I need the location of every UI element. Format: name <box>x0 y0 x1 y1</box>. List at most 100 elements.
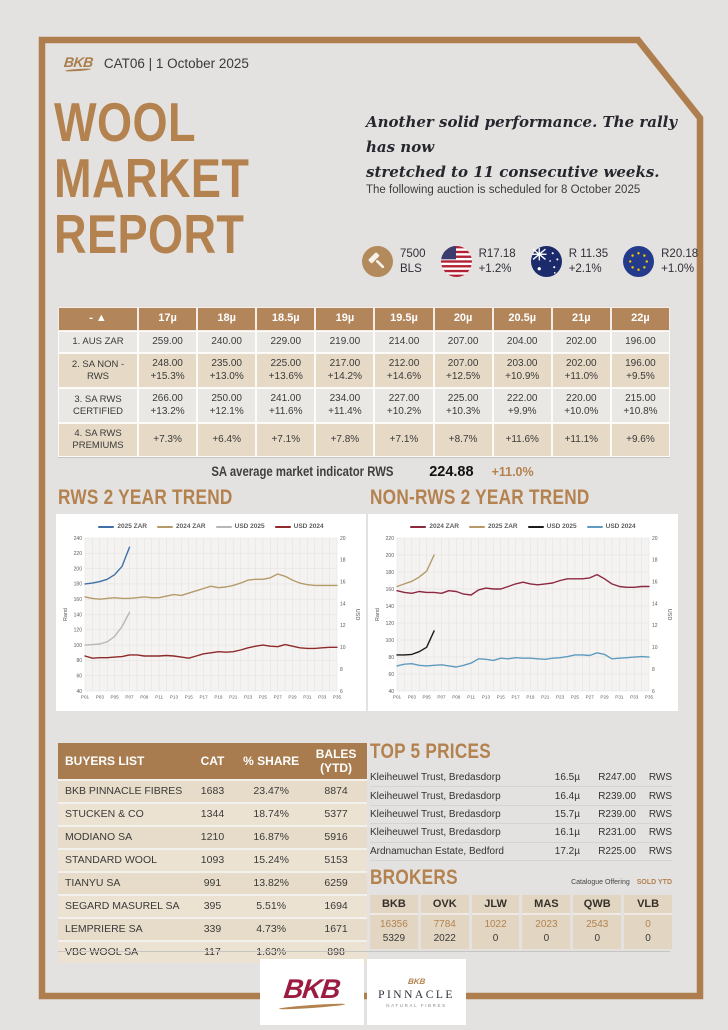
svg-text:P05: P05 <box>111 695 120 700</box>
svg-text:P15: P15 <box>185 695 194 700</box>
eu-flag-icon <box>623 246 655 277</box>
indicator-label: SA average market indicator RWS <box>211 464 394 479</box>
catalogue-date-label: CAT06 | 1 October 2025 <box>103 56 249 71</box>
broker-catalogue-offering: 2022 <box>433 933 456 944</box>
svg-text:P31: P31 <box>615 695 624 700</box>
certification-label: RWS <box>648 845 672 857</box>
price-cell: 225.00 +10.3% <box>433 388 493 424</box>
svg-text:18: 18 <box>340 558 346 564</box>
svg-text:6: 6 <box>652 689 655 695</box>
svg-text:P27: P27 <box>274 695 283 700</box>
micron-price-table: - ▲ 17µ 18µ 18.5µ 19µ 19.5µ 20µ 20.5µ 21µ 22µ 1. A… <box>58 307 670 457</box>
svg-text:80: 80 <box>388 655 394 661</box>
svg-text:100: 100 <box>74 643 83 649</box>
title-line-1: WOOL <box>54 91 196 153</box>
pinnacle-name: PINNACLE <box>378 988 455 1001</box>
svg-text:10: 10 <box>340 645 346 651</box>
rws-chart-legend: 2025 ZAR 2024 ZAR USD 2025 USD 2024 <box>98 520 324 533</box>
aud-rate-change: +2.1% <box>568 262 602 275</box>
certification-label: RWS <box>648 827 672 839</box>
svg-text:140: 140 <box>74 612 83 618</box>
broker-name: BKB <box>370 898 418 915</box>
buyers-list-table: BUYERS LIST CAT % SHARE BALES (YTD) BKB PINN… <box>58 743 367 963</box>
svg-text:80: 80 <box>76 658 82 664</box>
price-value: 214.00 <box>388 335 420 347</box>
buyer-value: 23.47% <box>253 785 289 798</box>
price-value: 229.00 <box>270 335 302 347</box>
price-value: R247.00 <box>598 772 636 784</box>
svg-text:200: 200 <box>74 566 83 572</box>
row-label: 3. SA RWS CERTIFIED <box>58 388 138 424</box>
legend-item: USD 2024 <box>586 523 636 530</box>
legend-item: USD 2025 <box>215 523 265 530</box>
buyer-value: 117 <box>204 946 221 959</box>
brokers-section: BROKERS Catalogue Offering SOLD YTD BKB 1… <box>370 866 672 949</box>
svg-text:8: 8 <box>652 667 655 673</box>
micron-column-header: 19µ <box>315 307 375 331</box>
broker-column: QWB 2543 0 <box>573 895 622 949</box>
market-commentary: Another solid performance. The rally has… <box>366 110 702 184</box>
price-change: +13.2% <box>150 405 185 417</box>
price-cell: +7.8% <box>315 423 375 457</box>
svg-text:P19: P19 <box>214 695 223 700</box>
price-cell: 217.00 +14.2% <box>315 353 375 389</box>
svg-text:P17: P17 <box>199 695 208 700</box>
section-divider <box>58 457 670 458</box>
svg-text:P05: P05 <box>423 695 432 700</box>
broker-column: JLW 1022 0 <box>471 895 520 949</box>
price-cell: 222.00 +9.9% <box>492 388 552 424</box>
buyer-value: 1694 <box>324 900 348 913</box>
svg-text:12: 12 <box>652 623 658 629</box>
buyer-value: 18.74% <box>253 808 289 821</box>
legend-item: 2025 ZAR <box>469 523 518 530</box>
price-cell: 207.00 +12.5% <box>433 353 493 389</box>
legend-label: USD 2024 <box>293 523 324 530</box>
pinnacle-bkb-mark: BKB <box>407 976 426 986</box>
svg-text:140: 140 <box>386 604 395 610</box>
svg-text:120: 120 <box>386 621 395 627</box>
svg-text:20: 20 <box>652 536 658 542</box>
us-flag-icon <box>440 246 472 277</box>
price-change: +6.4% <box>212 433 241 445</box>
legend-color-chip <box>410 525 427 528</box>
buyer-value: 6259 <box>324 877 348 890</box>
price-value: 266.00 <box>152 393 183 405</box>
legend-color-chip <box>274 525 291 528</box>
buyer-value: 8874 <box>324 785 348 798</box>
price-cell: 196.00 <box>610 330 670 354</box>
legend-label: 2024 ZAR <box>429 523 459 530</box>
buyer-name: MODIANO SA <box>65 831 133 844</box>
buyer-value: 5916 <box>324 831 348 844</box>
price-change: +13.6% <box>268 370 303 382</box>
price-cell: +7.1% <box>374 423 434 457</box>
aud-rate-stat: R 11.35 +2.1% <box>530 246 608 277</box>
broker-sold-ytd: 2023 <box>535 919 558 930</box>
legend-color-chip <box>215 525 232 528</box>
buyer-name: TIANYU SA <box>65 877 121 890</box>
price-cell: 220.00 +10.0% <box>551 388 611 424</box>
svg-text:40: 40 <box>76 689 82 695</box>
buyer-value: 5377 <box>324 808 348 821</box>
broker-sold-ytd: 1022 <box>484 919 507 930</box>
broker-catalogue-offering: 0 <box>645 933 651 944</box>
price-cell: +8.7% <box>433 423 493 457</box>
price-change: +9.5% <box>626 370 655 382</box>
svg-text:P11: P11 <box>155 695 163 700</box>
svg-text:220: 220 <box>386 536 395 542</box>
legend-label: 2024 ZAR <box>176 523 206 530</box>
top5-price-row: Kleiheuwel Trust, Bredasdorp 16.5µ R247.00… <box>370 769 672 788</box>
svg-text:16: 16 <box>652 580 658 586</box>
buyer-value: 1093 <box>200 854 225 867</box>
price-cell: 196.00 +9.5% <box>610 353 670 389</box>
price-value: R225.00 <box>598 845 636 857</box>
price-change: +10.8% <box>623 405 658 417</box>
bkb-footer-logo-text: BKB <box>282 973 342 1004</box>
svg-text:120: 120 <box>74 628 83 634</box>
price-change: +7.1% <box>389 433 419 445</box>
price-change: +11.6% <box>505 433 539 445</box>
top5-price-row: Kleiheuwel Trust, Bredasdorp 16.1µ R231.00… <box>370 824 672 843</box>
price-change: +10.9% <box>505 370 540 382</box>
auction-stats-row: 7500 BLS R17.18 +1.2% <box>362 246 702 277</box>
svg-text:160: 160 <box>386 587 395 593</box>
price-cell: 250.00 +12.1% <box>197 388 257 424</box>
